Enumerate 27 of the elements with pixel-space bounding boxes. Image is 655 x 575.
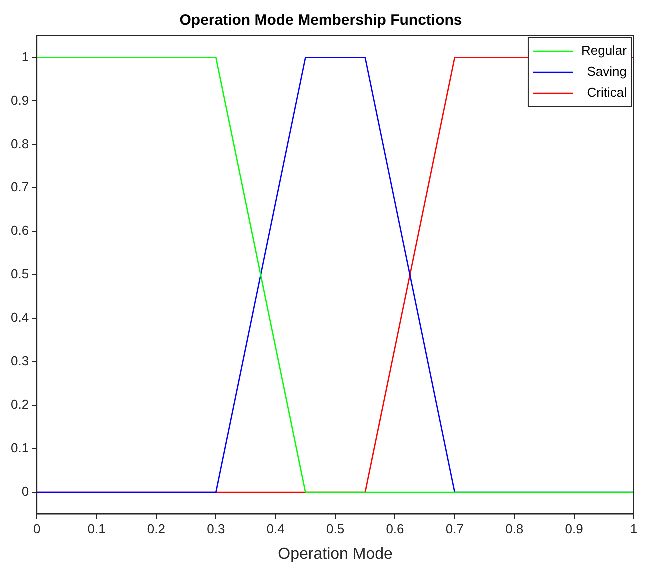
x-tick-label: 0 bbox=[33, 522, 41, 537]
legend-label: Saving bbox=[587, 64, 627, 80]
x-tick-label: 0.4 bbox=[266, 522, 285, 537]
x-tick-label: 0.9 bbox=[565, 522, 584, 537]
y-tick-label: 0.9 bbox=[10, 92, 30, 108]
x-tick-label: 0.6 bbox=[386, 522, 404, 537]
chart-title: Operation Mode Membership Functions bbox=[180, 12, 462, 30]
y-tick-label: 1 bbox=[22, 49, 30, 64]
x-tick-label: 0.3 bbox=[207, 522, 226, 537]
x-tick-label: 0.5 bbox=[326, 522, 345, 537]
x-axis-title: Operation Mode bbox=[278, 546, 394, 563]
y-tick-label: 0.7 bbox=[10, 180, 30, 195]
y-tick-label: 0.4 bbox=[10, 310, 30, 326]
y-tick-label: 0.5 bbox=[10, 266, 30, 282]
legend-label: Regular bbox=[581, 43, 628, 58]
y-tick-label: 0.8 bbox=[10, 136, 30, 152]
x-tick-label: 0.7 bbox=[446, 522, 464, 537]
y-tick-label: 0.1 bbox=[10, 440, 30, 456]
y-tick-label: 0.2 bbox=[10, 397, 30, 412]
y-tick-label: 0.3 bbox=[10, 354, 30, 369]
legend-label: Critical bbox=[587, 85, 628, 100]
y-tick-label: 0.6 bbox=[10, 223, 30, 238]
x-tick-label: 0.1 bbox=[88, 522, 106, 537]
x-tick-label: 1 bbox=[630, 522, 638, 537]
x-tick-label: 0.2 bbox=[147, 522, 166, 537]
x-tick-label: 0.8 bbox=[506, 522, 524, 537]
y-tick-label: 0 bbox=[22, 484, 30, 500]
